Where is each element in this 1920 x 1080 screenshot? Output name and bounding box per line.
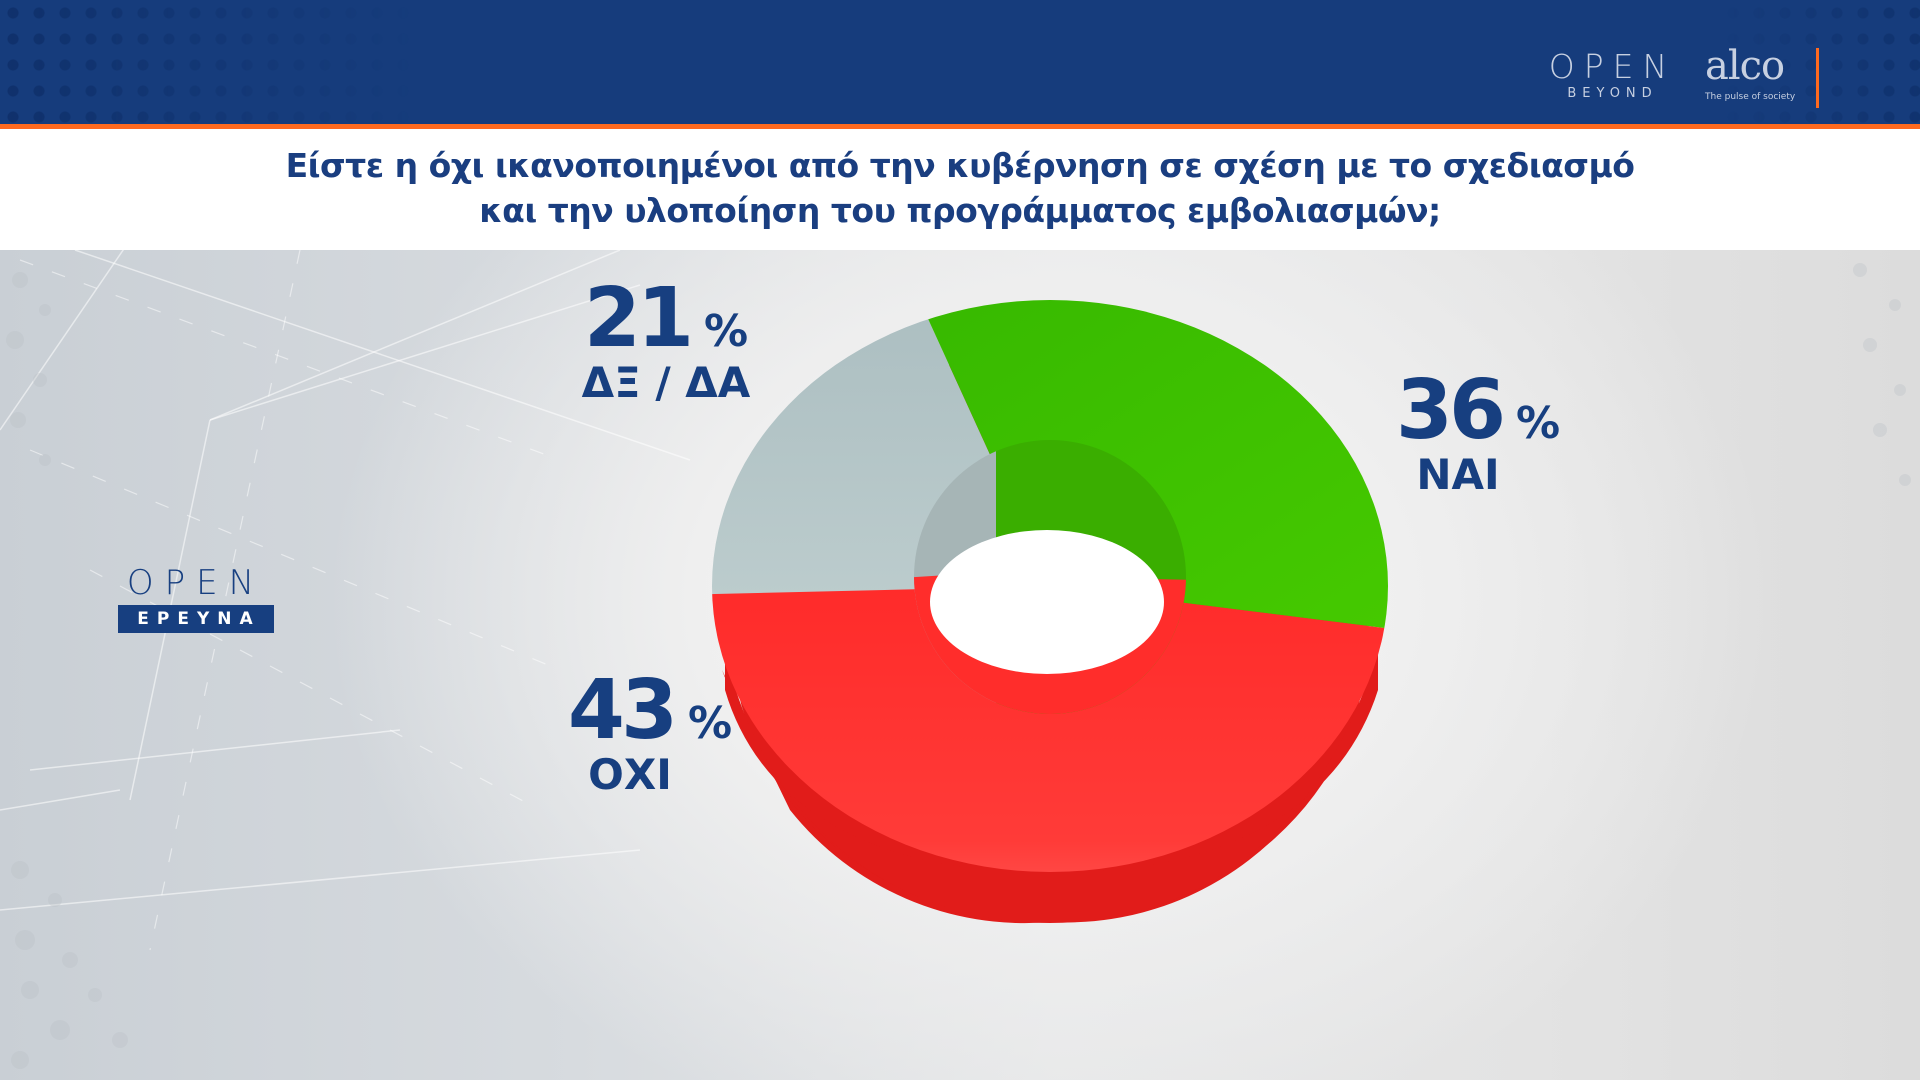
label-oxi-pct: %	[688, 698, 733, 749]
label-nai-value: 36	[1395, 363, 1506, 458]
label-nai-category: ΝΑΙ	[1416, 450, 1500, 499]
label-oxi-value: 43	[567, 663, 678, 758]
header-dot-pattern-left	[0, 0, 420, 124]
alco-logo-tagline: The pulse of society	[1705, 92, 1796, 102]
open-erevna-logo-box: ΕΡΕΥΝΑ	[118, 605, 274, 633]
donut-chart	[712, 300, 1388, 924]
header-bar: OPEN BEYOND alco The pulse of society	[0, 0, 1920, 124]
chart-stage: 21% ΔΞ / ΔΑ 36% ΝΑΙ 43% ΟΧΙ OPEN ΕΡΕΥΝΑ	[0, 250, 1920, 1080]
question-title: Είστε η όχι ικανοποιημένοι από την κυβέρ…	[0, 129, 1920, 250]
alco-logo-word: alco	[1705, 43, 1785, 89]
donut-hole	[930, 530, 1164, 674]
label-dk-pct: %	[704, 306, 749, 357]
open-beyond-logo-word: OPEN	[1548, 47, 1677, 86]
open-beyond-logo: OPEN BEYOND	[1545, 50, 1680, 108]
alco-logo: alco The pulse of society	[1705, 44, 1805, 102]
label-nai: 36% ΝΑΙ	[1378, 370, 1578, 498]
label-dk: 21% ΔΞ / ΔΑ	[566, 278, 766, 406]
question-title-line-1: Είστε η όχι ικανοποιημένοι από την κυβέρ…	[285, 146, 1635, 185]
label-oxi: 43% ΟΧΙ	[550, 670, 750, 798]
slice-oxi-depth-shape	[725, 650, 1378, 923]
open-erevna-logo-word: OPEN	[126, 563, 266, 603]
label-dk-category: ΔΞ / ΔΑ	[581, 358, 751, 407]
open-beyond-logo-sub: BEYOND	[1567, 86, 1658, 101]
alco-divider-bar	[1816, 48, 1819, 108]
open-erevna-logo: OPEN ΕΡΕΥΝΑ	[118, 565, 274, 633]
background-geometric-lines	[0, 250, 1911, 1069]
label-nai-pct: %	[1516, 398, 1561, 449]
question-title-line-2: και την υλοποίηση του προγράμματος εμβολ…	[479, 191, 1441, 230]
header-dot-pattern-right	[1720, 0, 1920, 124]
label-dk-value: 21	[583, 271, 694, 366]
header-accent-line	[0, 124, 1920, 129]
label-oxi-category: ΟΧΙ	[588, 750, 672, 799]
